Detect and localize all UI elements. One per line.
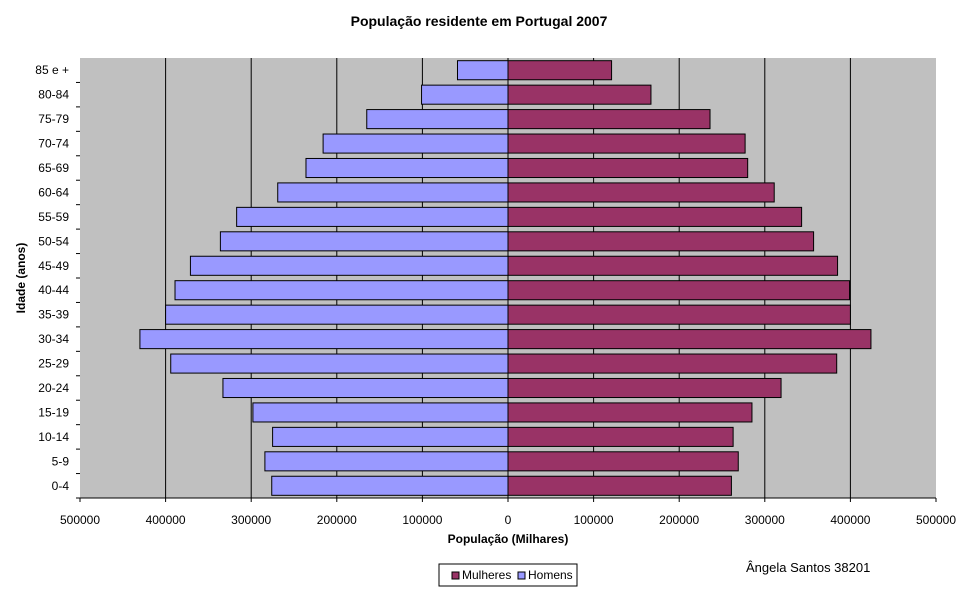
- y-tick-label: 25-29: [38, 357, 69, 371]
- bar-mulheres-0: [507, 475, 732, 496]
- bar-homens-17: [456, 60, 509, 81]
- x-tick-label: 200000: [317, 513, 357, 527]
- bar-homens-5: [170, 353, 509, 374]
- grid-lines: [165, 58, 851, 498]
- bar-homens-2: [272, 426, 509, 447]
- y-tick-label: 60-64: [38, 185, 69, 199]
- legend-label-mulheres: Mulheres: [462, 568, 511, 582]
- legend-swatch-mulheres: [451, 571, 460, 580]
- bar-mulheres-8: [507, 280, 851, 301]
- bar-mulheres-3: [507, 402, 753, 423]
- y-tick-label: 10-14: [38, 430, 69, 444]
- bars: [80, 58, 936, 499]
- bar-mulheres-13: [507, 157, 749, 179]
- bar-homens-6: [139, 329, 509, 350]
- y-tick-label: 80-84: [38, 88, 69, 102]
- bar-mulheres-7: [507, 304, 851, 325]
- bar-mulheres-6: [507, 329, 872, 350]
- bar-mulheres-4: [507, 377, 782, 399]
- y-tick-labels: 0-4 5-9 10-14 15-19 20-24 25-29 30-34 35-39 40-4…: [35, 63, 80, 499]
- x-axis-title: População (Milhares): [448, 532, 569, 546]
- bar-homens-16: [421, 84, 509, 105]
- x-tick-label: 0: [505, 513, 512, 527]
- bar-homens-1: [264, 451, 509, 472]
- y-tick-label: 40-44: [38, 283, 69, 297]
- bar-mulheres-17: [507, 60, 613, 81]
- y-tick-label: 20-24: [38, 381, 69, 395]
- bar-mulheres-16: [507, 84, 652, 105]
- bar-mulheres-1: [507, 451, 739, 472]
- bar-homens-0: [271, 475, 509, 496]
- y-tick-label: 85 e +: [35, 63, 69, 77]
- bar-homens-15: [366, 109, 509, 130]
- bar-homens-7: [165, 304, 509, 325]
- y-tick-label: 55-59: [38, 210, 69, 224]
- y-tick-label: 45-49: [38, 259, 69, 273]
- y-axis-title: Idade (anos): [14, 243, 28, 314]
- bar-homens-8: [174, 280, 509, 301]
- x-tick-label: 400000: [146, 513, 186, 527]
- bar-homens-9: [189, 255, 509, 276]
- x-tick-label: 200000: [659, 513, 699, 527]
- x-tick-label: 100000: [402, 513, 442, 527]
- y-tick-label: 15-19: [38, 405, 69, 419]
- y-tick-label: 70-74: [38, 137, 69, 151]
- bar-mulheres-15: [507, 109, 711, 130]
- y-tick-label: 65-69: [38, 161, 69, 175]
- y-tick-label: 35-39: [38, 308, 69, 322]
- bar-homens-4: [222, 377, 509, 399]
- x-tick-label: 300000: [231, 513, 271, 527]
- bar-mulheres-12: [507, 182, 775, 203]
- bar-mulheres-2: [507, 426, 734, 447]
- y-tick-label: 5-9: [52, 454, 70, 468]
- author-credit: Ângela Santos 38201: [746, 560, 871, 575]
- x-tick-label: 500000: [916, 513, 956, 527]
- bar-mulheres-14: [507, 133, 746, 154]
- legend-swatch-homens: [517, 571, 526, 580]
- x-tick-label: 500000: [60, 513, 100, 527]
- bar-homens-11: [236, 206, 509, 227]
- bar-homens-12: [277, 182, 509, 203]
- y-tick-label: 0-4: [52, 479, 70, 493]
- x-tick-labels: 500000 400000 300000 200000 100000 0 100000 200…: [60, 498, 956, 527]
- bar-mulheres-10: [507, 231, 815, 252]
- bar-mulheres-9: [507, 255, 839, 276]
- y-tick-label: 30-34: [38, 332, 69, 346]
- bar-homens-10: [219, 231, 509, 252]
- x-tick-label: 300000: [745, 513, 785, 527]
- bar-homens-3: [252, 402, 509, 423]
- y-tick-label: 50-54: [38, 234, 69, 248]
- bar-mulheres-11: [507, 206, 803, 227]
- x-tick-label: 100000: [574, 513, 614, 527]
- bar-homens-13: [305, 157, 509, 179]
- bar-mulheres-5: [507, 353, 838, 374]
- y-tick-label: 75-79: [38, 112, 69, 126]
- legend-frame: [438, 563, 578, 587]
- x-tick-label: 400000: [830, 513, 870, 527]
- chart-title: População residente em Portugal 2007: [351, 13, 608, 29]
- legend-label-homens: Homens: [528, 568, 573, 582]
- legend: Mulheres Homens: [438, 563, 578, 587]
- bar-homens-14: [322, 133, 509, 154]
